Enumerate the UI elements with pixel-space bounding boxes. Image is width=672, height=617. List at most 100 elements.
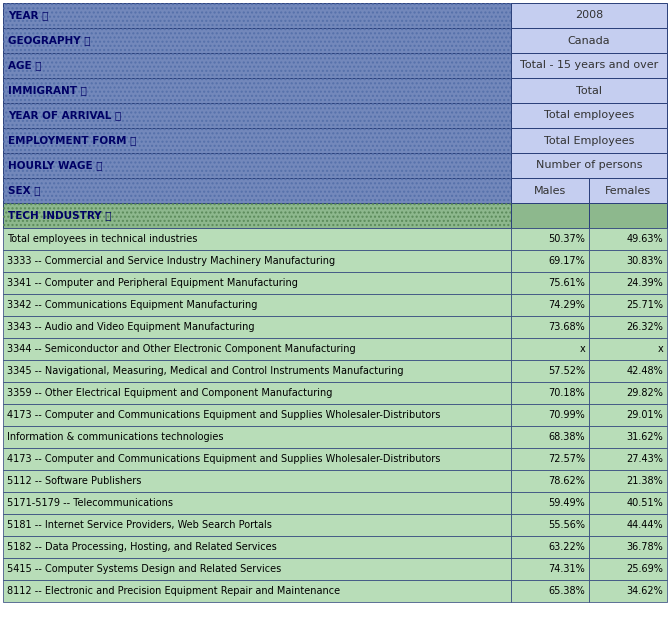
Bar [3, 203, 511, 228]
Text: Females: Females [605, 186, 651, 196]
Text: 4173 -- Computer and Communications Equipment and Supplies Wholesaler-Distributo: 4173 -- Computer and Communications Equi… [7, 454, 440, 464]
Bar [511, 536, 589, 558]
Text: 5112 -- Software Publishers: 5112 -- Software Publishers [7, 476, 141, 486]
Text: YEAR ⓘ: YEAR ⓘ [8, 10, 48, 20]
Bar [511, 294, 589, 316]
Text: 3333 -- Commercial and Service Industry Machinery Manufacturing: 3333 -- Commercial and Service Industry … [7, 256, 335, 266]
Text: 21.38%: 21.38% [626, 476, 663, 486]
Text: 3344 -- Semiconductor and Other Electronic Component Manufacturing: 3344 -- Semiconductor and Other Electron… [7, 344, 355, 354]
Text: 3345 -- Navigational, Measuring, Medical and Control Instruments Manufacturing: 3345 -- Navigational, Measuring, Medical… [7, 366, 403, 376]
Bar [589, 272, 667, 294]
Text: Males: Males [534, 186, 566, 196]
Bar [589, 316, 667, 338]
Text: 72.57%: 72.57% [548, 454, 585, 464]
Text: 4173 -- Computer and Communications Equipment and Supplies Wholesaler-Distributo: 4173 -- Computer and Communications Equi… [7, 410, 440, 420]
Text: 59.49%: 59.49% [548, 498, 585, 508]
Text: 29.01%: 29.01% [626, 410, 663, 420]
Bar [511, 250, 589, 272]
Text: SEX ⓘ: SEX ⓘ [8, 186, 40, 196]
Text: 50.37%: 50.37% [548, 234, 585, 244]
Bar [3, 404, 511, 426]
Text: x: x [579, 344, 585, 354]
Bar [3, 53, 511, 78]
Bar [3, 558, 511, 580]
Bar [511, 382, 589, 404]
Bar [3, 470, 511, 492]
Text: AGE ⓘ: AGE ⓘ [8, 60, 42, 70]
Bar [589, 448, 667, 470]
Bar [3, 3, 511, 28]
Bar [589, 558, 667, 580]
Bar [511, 178, 589, 203]
Text: 3342 -- Communications Equipment Manufacturing: 3342 -- Communications Equipment Manufac… [7, 300, 257, 310]
Text: Number of persons: Number of persons [536, 160, 642, 170]
Bar [3, 536, 511, 558]
Bar [3, 426, 511, 448]
Bar [511, 53, 667, 78]
Text: 55.56%: 55.56% [548, 520, 585, 530]
Bar [589, 514, 667, 536]
Bar [511, 203, 589, 228]
Bar [589, 404, 667, 426]
Bar [3, 103, 511, 128]
Text: x: x [657, 344, 663, 354]
Text: 74.29%: 74.29% [548, 300, 585, 310]
Bar [3, 580, 511, 602]
Text: TECH INDUSTRY ⓘ: TECH INDUSTRY ⓘ [8, 210, 112, 220]
Bar [3, 448, 511, 470]
Bar [511, 558, 589, 580]
Text: 70.99%: 70.99% [548, 410, 585, 420]
Bar [589, 228, 667, 250]
Text: YEAR OF ARRIVAL ⓘ: YEAR OF ARRIVAL ⓘ [8, 110, 121, 120]
Bar [511, 404, 589, 426]
Text: 29.82%: 29.82% [626, 388, 663, 398]
Text: 42.48%: 42.48% [626, 366, 663, 376]
Bar [511, 316, 589, 338]
Bar [3, 203, 511, 228]
Bar [3, 53, 511, 78]
Text: Total - 15 years and over: Total - 15 years and over [520, 60, 658, 70]
Text: 5181 -- Internet Service Providers, Web Search Portals: 5181 -- Internet Service Providers, Web … [7, 520, 272, 530]
Text: 44.44%: 44.44% [626, 520, 663, 530]
Text: 73.68%: 73.68% [548, 322, 585, 332]
Bar [589, 382, 667, 404]
Bar [511, 492, 589, 514]
Text: 2008: 2008 [575, 10, 603, 20]
Bar [3, 78, 511, 103]
Bar [589, 470, 667, 492]
Bar [3, 294, 511, 316]
Text: Total employees in technical industries: Total employees in technical industries [7, 234, 198, 244]
Text: 31.62%: 31.62% [626, 432, 663, 442]
Text: GEOGRAPHY ⓘ: GEOGRAPHY ⓘ [8, 36, 91, 46]
Bar [589, 178, 667, 203]
Bar [3, 128, 511, 153]
Bar [511, 128, 667, 153]
Text: 5171-5179 -- Telecommunications: 5171-5179 -- Telecommunications [7, 498, 173, 508]
Text: Canada: Canada [568, 36, 610, 46]
Bar [3, 272, 511, 294]
Bar [3, 103, 511, 128]
Bar [589, 250, 667, 272]
Text: 40.51%: 40.51% [626, 498, 663, 508]
Bar [3, 514, 511, 536]
Bar [589, 360, 667, 382]
Text: 34.62%: 34.62% [626, 586, 663, 596]
Bar [511, 360, 589, 382]
Bar [589, 338, 667, 360]
Text: 65.38%: 65.38% [548, 586, 585, 596]
Bar [511, 3, 667, 28]
Bar [511, 153, 667, 178]
Bar [511, 448, 589, 470]
Bar [511, 272, 589, 294]
Bar [3, 153, 511, 178]
Bar [589, 492, 667, 514]
Bar [3, 382, 511, 404]
Text: 5182 -- Data Processing, Hosting, and Related Services: 5182 -- Data Processing, Hosting, and Re… [7, 542, 277, 552]
Text: EMPLOYMENT FORM ⓘ: EMPLOYMENT FORM ⓘ [8, 136, 136, 146]
Text: 57.52%: 57.52% [548, 366, 585, 376]
Text: 3341 -- Computer and Peripheral Equipment Manufacturing: 3341 -- Computer and Peripheral Equipmen… [7, 278, 298, 288]
Bar [511, 580, 589, 602]
Bar [511, 78, 667, 103]
Bar [3, 3, 511, 28]
Text: 3343 -- Audio and Video Equipment Manufacturing: 3343 -- Audio and Video Equipment Manufa… [7, 322, 255, 332]
